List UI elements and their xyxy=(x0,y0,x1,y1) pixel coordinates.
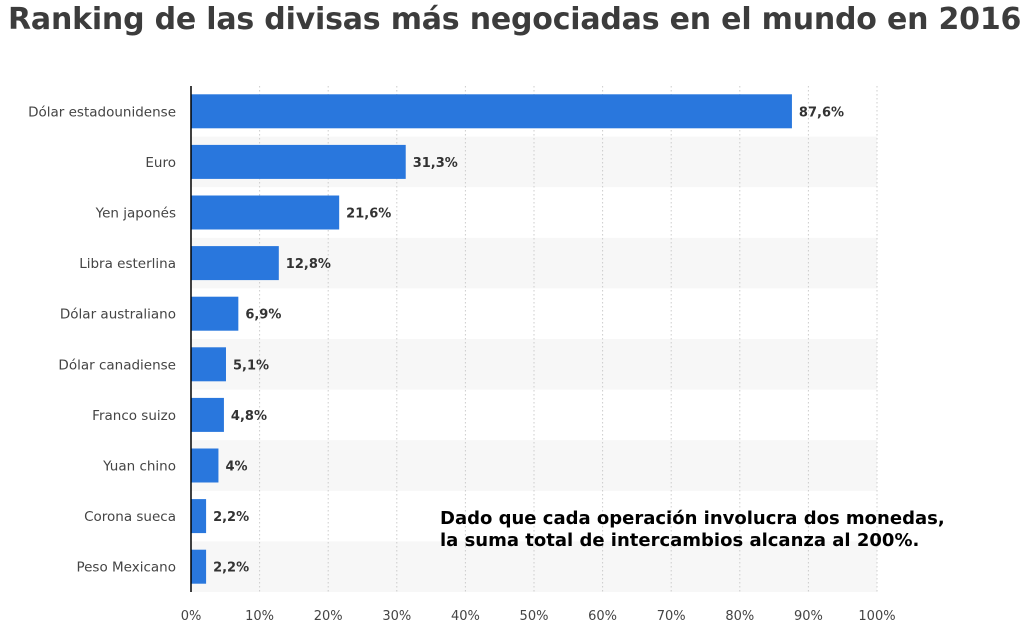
value-label: 4,8% xyxy=(231,409,267,424)
category-labels: Dólar estadounidense Euro Yen japonés Libra… xyxy=(28,104,176,575)
x-tick-label: 30% xyxy=(382,609,411,624)
category-label: Dólar canadiense xyxy=(58,357,176,373)
category-label: Yuan chino xyxy=(102,459,176,475)
value-label: 4% xyxy=(225,460,247,475)
bar xyxy=(191,549,207,584)
bar xyxy=(191,246,279,281)
bar xyxy=(191,94,792,129)
value-label: 21,6% xyxy=(346,207,391,222)
category-label: Yen japonés xyxy=(95,206,176,222)
category-label: Libra esterlina xyxy=(79,256,176,272)
x-tick-label: 50% xyxy=(520,609,549,624)
category-label: Corona sueca xyxy=(84,509,176,525)
value-label: 31,3% xyxy=(413,156,458,171)
category-label: Euro xyxy=(145,155,176,171)
bar xyxy=(191,144,406,179)
value-label: 2,2% xyxy=(213,510,249,525)
x-tick-label: 10% xyxy=(245,609,274,624)
x-tick-label: 90% xyxy=(794,609,823,624)
bar xyxy=(191,499,207,534)
value-label: 2,2% xyxy=(213,561,249,576)
x-tick-label: 70% xyxy=(657,609,686,624)
x-tick-label: 60% xyxy=(588,609,617,624)
category-label: Dólar australiano xyxy=(60,307,176,323)
x-tick-labels: 0% 10% 20% 30% 40% 50% 60% 70% 80% 90% 100% xyxy=(181,609,896,624)
x-tick-label: 100% xyxy=(858,609,895,624)
value-label: 12,8% xyxy=(286,257,331,272)
chart-title: Ranking de las divisas más negociadas en… xyxy=(8,2,1022,37)
x-tick-label: 40% xyxy=(451,609,480,624)
bars xyxy=(191,94,792,584)
value-label: 87,6% xyxy=(799,105,844,120)
bar xyxy=(191,397,224,432)
bar xyxy=(191,448,219,483)
category-label: Peso Mexicano xyxy=(76,560,176,576)
value-label: 6,9% xyxy=(245,308,281,323)
bar xyxy=(191,296,239,331)
x-tick-label: 80% xyxy=(725,609,754,624)
category-label: Dólar estadounidense xyxy=(28,104,176,120)
annotation-line-2: la suma total de intercambios alcanza al… xyxy=(440,530,920,551)
chart-annotation: Dado que cada operación involucra dos mo… xyxy=(440,508,945,552)
annotation-line-1: Dado que cada operación involucra dos mo… xyxy=(440,508,945,529)
bar xyxy=(191,347,226,382)
value-label: 5,1% xyxy=(233,358,269,373)
category-label: Franco suizo xyxy=(92,408,176,424)
x-tick-label: 0% xyxy=(181,609,202,624)
value-labels: 87,6% 31,3% 21,6% 12,8% 6,9% 5,1% 4,8% 4% 2,2% 2,… xyxy=(213,105,844,575)
bar xyxy=(191,195,340,230)
x-tick-label: 20% xyxy=(314,609,343,624)
